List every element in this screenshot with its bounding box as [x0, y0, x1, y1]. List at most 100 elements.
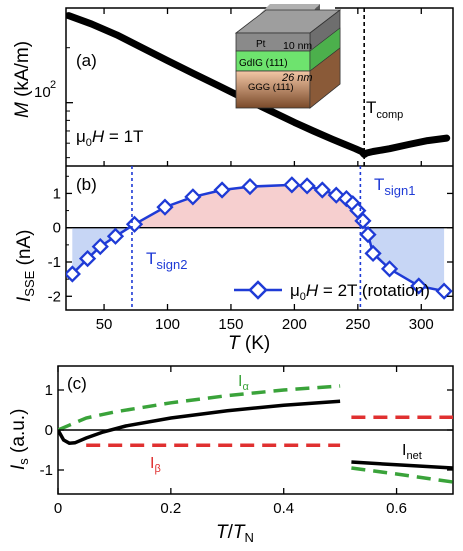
inset-26nm-label: 26 nm: [281, 72, 313, 84]
legend-marker: [248, 280, 268, 300]
b-y-tick-label: -2: [48, 288, 61, 305]
b-field-h: H: [306, 281, 319, 300]
panel-a-label: (a): [76, 51, 97, 70]
b-x-tick-label: 300: [409, 316, 434, 333]
isse-point: [241, 177, 259, 196]
inset-10nm-label: 10 nm: [283, 40, 312, 52]
tcomp-t: T: [366, 98, 376, 117]
inset-ggg-label: GGG (111): [248, 82, 294, 93]
a-field-val: = 1T: [104, 127, 143, 146]
isse-point: [354, 212, 372, 230]
b-x-tick-label: 250: [345, 316, 370, 333]
a-ylabel-unit: (kA/m): [12, 41, 33, 102]
a-field-mu-sub: 0: [86, 137, 92, 149]
c-ticks: 0 0.2 0.4 0.6 -1 0 1: [40, 366, 453, 517]
c-x-tick-label: 0: [54, 500, 62, 517]
inset-gdig-label: GdIG (111): [239, 58, 288, 69]
b-x-tick-label: 200: [282, 316, 307, 333]
m-curve: [66, 12, 451, 158]
c-series-line: [351, 460, 453, 470]
ggg-side: [309, 47, 341, 109]
b-field-val: = 2T (rotation): [318, 281, 430, 300]
c-y-tick-label: 0: [45, 422, 53, 439]
c-xlabel-t: T: [216, 522, 229, 543]
isse-point: [125, 215, 144, 233]
isse-point: [184, 188, 202, 206]
b-y-tick-label: 1: [53, 185, 61, 202]
isse-point: [313, 181, 331, 199]
ggg-layer: [235, 70, 311, 109]
c-x-tick-label: 0.2: [160, 500, 181, 517]
b-xlabel-t: T: [228, 333, 241, 354]
i-alpha-i: I: [238, 373, 242, 390]
isse-point: [91, 237, 109, 256]
negative-fill-right: [365, 227, 445, 292]
c-x-tick-label: 0.4: [273, 500, 294, 517]
ab-ticks: 50 100 150 200 250 300 -2 -1 0 1: [48, 8, 453, 333]
b-ylabel-i: I: [14, 296, 35, 302]
a-field-h: H: [92, 127, 105, 146]
tsign2-t: T: [146, 249, 156, 268]
i-beta-i: I: [150, 455, 154, 472]
c-xlabel: T/TN: [216, 522, 254, 545]
b-x-tick-label: 100: [155, 316, 180, 333]
tsign2-sub: sign2: [156, 257, 187, 272]
tsign2-label: Tsign2: [146, 249, 187, 272]
b-xlabel-unit: (K): [240, 333, 271, 354]
panel-c-label: (c): [67, 374, 87, 393]
isse-point: [66, 265, 81, 283]
isse-point: [106, 227, 125, 245]
c-ylabel-sub: s: [16, 458, 31, 465]
isse-line: [71, 183, 445, 293]
positive-fill: [129, 184, 366, 228]
isse-point: [380, 260, 399, 278]
isse-point: [435, 282, 453, 300]
isse-point: [359, 225, 377, 244]
isse-point: [156, 198, 174, 216]
b-y-tick-label: 0: [53, 220, 61, 237]
c-xlabel-tn: T: [233, 522, 246, 543]
tcomp-sub: comp: [376, 109, 403, 121]
b-x-tick-label: 150: [218, 316, 243, 333]
i-alpha-sub: α: [242, 381, 249, 393]
i-beta-label: Iβ: [150, 455, 161, 475]
a-series: [66, 12, 451, 158]
b-ylabel: ISSE (nA): [14, 230, 37, 302]
isse-point: [410, 277, 428, 295]
sample-stack-inset: Pt 10 nm GdIG (111) 26 nm GGG (111): [234, 4, 342, 109]
c-y-tick-label: 1: [45, 382, 53, 399]
c-ylabel-i: I: [8, 464, 29, 470]
a-y-tick-base: 10: [34, 84, 51, 101]
i-net-i: I: [402, 442, 406, 459]
b-field-mu-sub: 0: [300, 291, 306, 303]
b-legend: μ0H = 2T (rotation): [234, 280, 430, 303]
isse-point: [298, 177, 316, 195]
c-ylabel-unit: (a.u.): [8, 409, 29, 459]
b-x-tick-label: 50: [96, 316, 113, 333]
legend-text: μ0H = 2T (rotation): [290, 281, 430, 303]
b-xlabel: T (K): [228, 333, 270, 354]
tsign1-t: T: [374, 175, 384, 194]
b-field-mu: μ: [290, 281, 300, 300]
a-field-mu: μ: [76, 127, 86, 146]
tcomp-label: Tcomp: [366, 98, 403, 121]
b-ylabel-sub: SSE: [22, 270, 37, 296]
b-series: [66, 176, 453, 300]
c-x-tick-label: 0.6: [386, 500, 407, 517]
b-fill-regions: [72, 184, 445, 292]
c-series-line: [351, 466, 453, 484]
panel-ab-frame: [65, 7, 454, 311]
c-ylabel: Is (a.u.): [8, 409, 31, 470]
i-net-sub: net: [406, 450, 421, 462]
c-y-tick-label: -1: [40, 462, 53, 479]
a-ylabel-m: M: [12, 102, 33, 118]
a-ylabel: M (kA/m): [12, 41, 33, 118]
b-ylabel-unit: (nA): [14, 230, 35, 271]
i-alpha-label: Iα: [238, 373, 249, 393]
panel-ab: [65, 7, 454, 311]
tsign1-label: Tsign1: [374, 175, 415, 198]
b-y-tick-label: -1: [48, 254, 61, 271]
a-field-label: μ0H = 1T: [76, 127, 143, 149]
tsign1-sub: sign1: [384, 183, 415, 198]
